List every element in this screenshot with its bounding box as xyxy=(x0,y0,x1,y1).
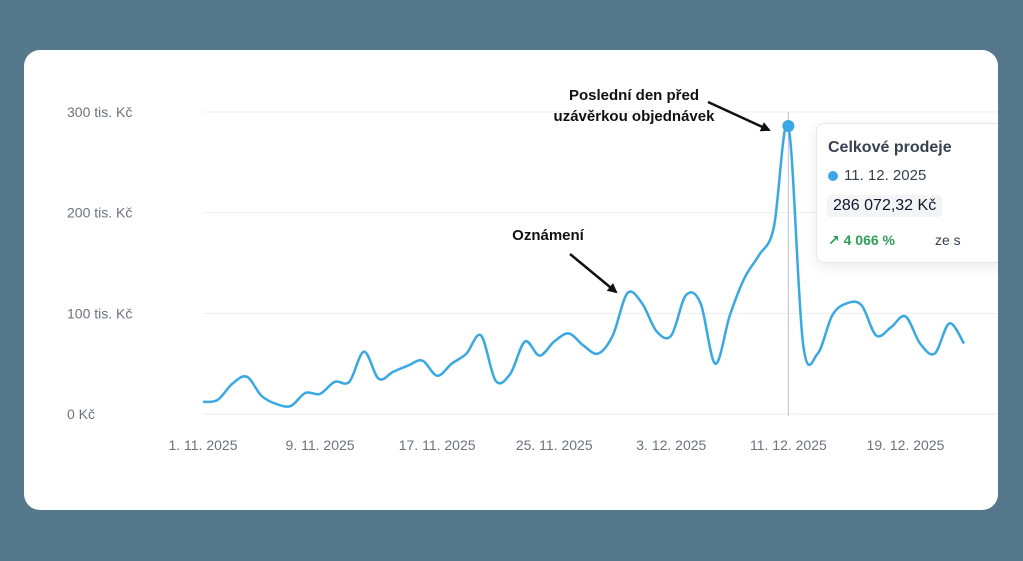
chart-card: 0 Kč 100 tis. Kč 200 tis. Kč 300 tis. Kč 1.… xyxy=(24,50,998,510)
annotation-arrow xyxy=(707,100,771,132)
annotation-text: Oznámení xyxy=(512,227,585,244)
x-tick-label: 25. 11. 2025 xyxy=(516,437,593,453)
series-color-dot xyxy=(828,171,838,181)
sales-series-line xyxy=(202,122,966,408)
x-tick-label: 3. 12. 2025 xyxy=(636,437,706,453)
y-tick-label: 100 tis. Kč xyxy=(67,305,132,321)
tooltip-change: ↗ 4 066 % xyxy=(828,232,895,248)
y-tick-label: 200 tis. Kč xyxy=(67,205,132,221)
x-tick-label: 17. 11. 2025 xyxy=(399,437,476,453)
highlighted-data-point[interactable] xyxy=(782,120,795,133)
tooltip-date: 11. 12. 2025 xyxy=(844,167,927,184)
x-tick-label: 9. 11. 2025 xyxy=(286,437,355,453)
annotation-text: Poslední den před xyxy=(569,87,699,104)
sales-line-chart: 0 Kč 100 tis. Kč 200 tis. Kč 300 tis. Kč 1.… xyxy=(67,87,998,453)
y-tick-label: 300 tis. Kč xyxy=(67,104,132,120)
y-axis-ticks: 0 Kč 100 tis. Kč 200 tis. Kč 300 tis. Kč xyxy=(67,104,132,422)
annotation-text: uzávěrkou objednávek xyxy=(554,108,716,125)
tooltip-title: Celkové prodeje xyxy=(828,139,952,156)
tooltip: Celkové prodeje 11. 12. 2025 286 072,32 … xyxy=(816,123,998,263)
x-tick-label: 11. 12. 2025 xyxy=(750,437,827,453)
x-axis-ticks: 1. 11. 2025 9. 11. 2025 17. 11. 2025 25. 11… xyxy=(168,437,944,453)
x-tick-label: 19. 12. 2025 xyxy=(867,437,945,453)
tooltip-compare: ze s xyxy=(935,232,961,248)
y-tick-label: 0 Kč xyxy=(67,406,95,422)
x-tick-label: 1. 11. 2025 xyxy=(168,437,237,453)
annotation-arrow xyxy=(569,253,618,294)
annotations: Poslední den před uzávěrkou objednávek Ozn… xyxy=(512,87,771,294)
tooltip-value: 286 072,32 Kč xyxy=(827,195,943,217)
